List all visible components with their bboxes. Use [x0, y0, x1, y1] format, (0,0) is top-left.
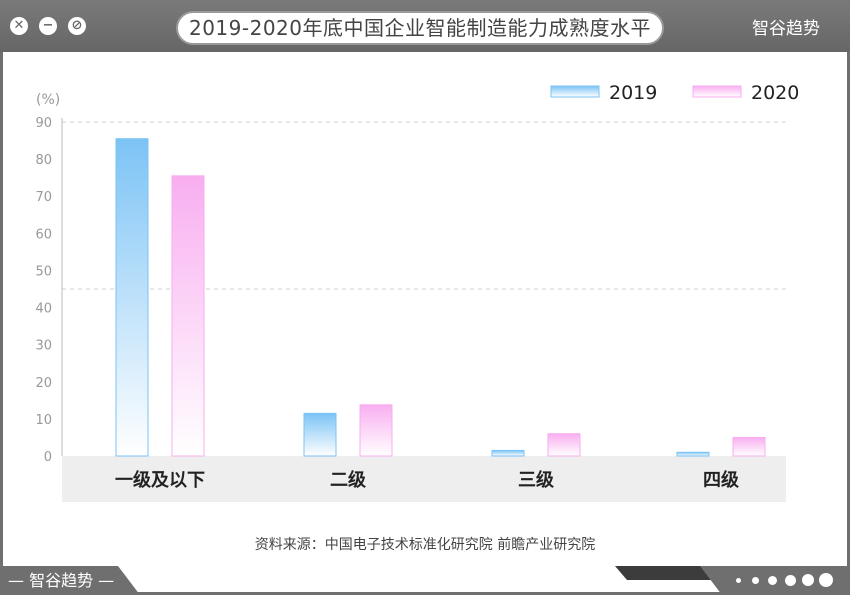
bar-2020-3: [732, 436, 766, 457]
y-tick-label: 40: [35, 302, 52, 317]
brand-logo-bottom: — 智谷趋势 —: [0, 566, 140, 595]
page-dot[interactable]: [752, 577, 759, 584]
y-tick-label: 50: [35, 264, 52, 279]
bar-2019-0: [115, 138, 149, 457]
y-tick-label: 60: [35, 227, 52, 242]
page-dot[interactable]: [819, 573, 833, 587]
bar-2019-3: [676, 451, 710, 457]
bar-2020-1: [359, 404, 393, 457]
page-title: 2019-2020年底中国企业智能制造能力成熟度水平: [176, 11, 664, 45]
x-tick-label: 一级及以下: [115, 469, 205, 491]
y-tick-label: 30: [35, 339, 52, 354]
legend-label-2020: 2020: [751, 82, 799, 104]
y-tick-label: 20: [35, 376, 52, 391]
x-tick-label: 四级: [703, 469, 740, 491]
x-tick-label: 三级: [518, 469, 555, 491]
page-dot[interactable]: [768, 576, 777, 585]
page-dot[interactable]: [802, 574, 814, 586]
close-icon[interactable]: ✕: [10, 17, 28, 35]
y-tick-label: 80: [35, 153, 52, 168]
x-tick-label: 二级: [330, 469, 367, 491]
bottom-tab-decoration: [615, 566, 725, 580]
bar-2020-0: [171, 175, 205, 457]
legend-swatch-2019: [550, 85, 600, 98]
bar-2019-2: [491, 449, 525, 457]
bar-2019-1: [303, 412, 337, 457]
bar-2020-2: [547, 433, 581, 457]
legend-label-2019: 2019: [609, 82, 657, 104]
legend-swatch-2020: [692, 85, 742, 98]
source-note: 资料来源：中国电子技术标准化研究院 前瞻产业研究院: [254, 537, 596, 553]
page-dot[interactable]: [736, 578, 741, 583]
y-tick-label: 10: [35, 413, 52, 428]
minimize-icon[interactable]: −: [39, 17, 57, 35]
y-tick-label: 90: [35, 116, 52, 131]
page-dot[interactable]: [785, 575, 796, 586]
y-tick-label: 70: [35, 190, 52, 205]
y-unit-label: (%): [36, 92, 60, 108]
category-band: [62, 456, 786, 502]
brand-logo-top: 智谷趋势: [752, 19, 820, 39]
y-tick-label: 0: [44, 450, 52, 465]
block-icon[interactable]: ⊘: [68, 17, 86, 35]
page-dots: [700, 566, 850, 595]
